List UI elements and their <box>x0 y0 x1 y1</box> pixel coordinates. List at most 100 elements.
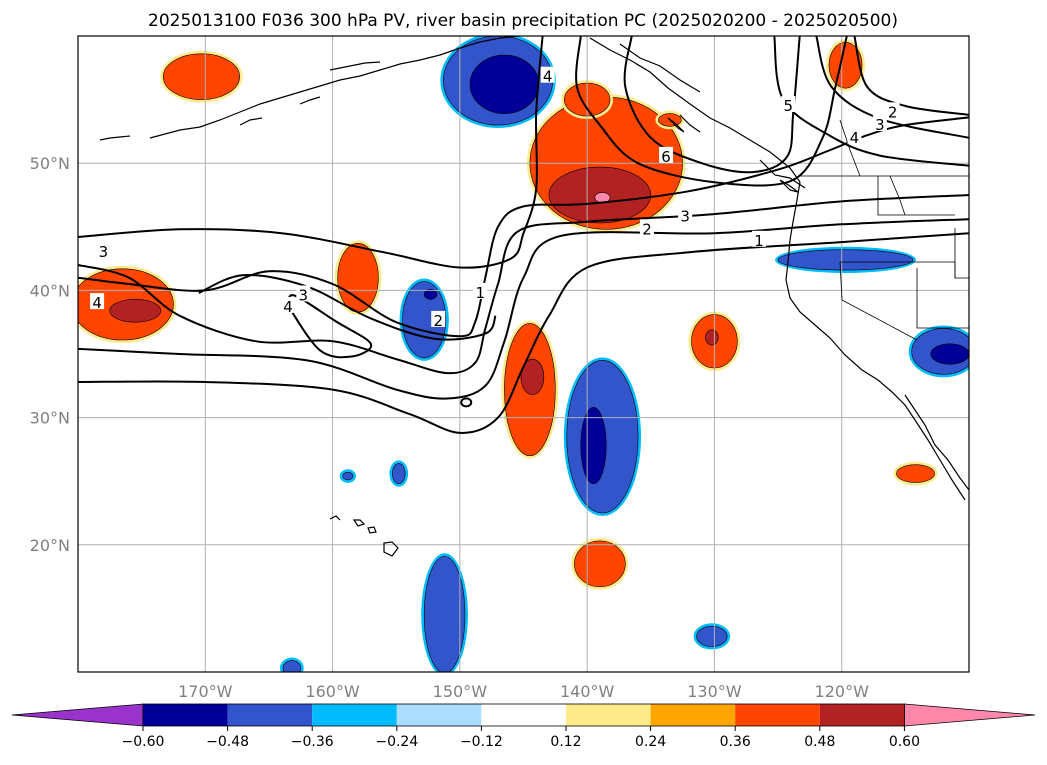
precip-region <box>520 358 545 396</box>
pv-contour-line <box>287 294 373 359</box>
pv-contour-line <box>815 36 969 139</box>
longitude-label: 140°W <box>560 682 615 701</box>
pv-contour-line <box>78 218 969 400</box>
precip-region <box>580 407 607 485</box>
pv-contours <box>78 36 969 434</box>
contour-label: 3 <box>680 208 690 226</box>
pv-contour-line <box>78 36 544 269</box>
longitude-label: 130°W <box>687 682 742 701</box>
political-borders <box>800 119 969 341</box>
contour-label: 2 <box>888 103 898 121</box>
contour-label-bg <box>639 219 654 236</box>
contour-label-bg <box>296 285 311 302</box>
colorbar-tick-label: −0.36 <box>291 734 334 750</box>
colorbar-tick-label: −0.12 <box>460 734 503 750</box>
precip-region <box>930 343 969 365</box>
longitude-label: 160°W <box>305 682 360 701</box>
contour-label: 2 <box>642 220 652 238</box>
latitude-tick-labels: 20°N 30°N 40°N 50°N <box>30 154 70 555</box>
contour-label: 3 <box>299 286 309 304</box>
precip-region <box>392 463 406 485</box>
precip-region <box>342 471 354 481</box>
precip-region <box>282 660 302 672</box>
latitude-label: 40°N <box>30 281 70 300</box>
latitude-label: 20°N <box>30 536 70 555</box>
contour-label-bg <box>872 115 887 132</box>
contour-label: 1 <box>475 284 485 302</box>
precip-region <box>162 53 240 100</box>
precip-region <box>705 329 719 346</box>
longitude-tick-labels: 170°W 160°W 150°W 140°W 130°W 120°W <box>178 682 869 701</box>
colorbar-segment <box>227 704 313 726</box>
contour-label-bg <box>96 242 111 259</box>
colorbar-tick-label: 0.24 <box>635 734 666 750</box>
pv-contour-line <box>78 232 969 434</box>
colorbar <box>11 703 1036 727</box>
latitude-label: 50°N <box>30 154 70 173</box>
precip-region <box>469 54 540 114</box>
contour-label-bg <box>847 127 862 144</box>
colorbar-tick-label: 0.48 <box>804 734 835 750</box>
colorbar-tick-labels: −0.60 −0.48 −0.36 −0.24 −0.12 0.12 0.24 0.36 0.4… <box>122 726 920 750</box>
colorbar-segment <box>481 704 566 726</box>
contour-label: 3 <box>875 116 885 134</box>
contour-label-bg <box>90 293 105 310</box>
contour-label-bg <box>431 310 446 327</box>
coastlines <box>99 36 969 557</box>
contour-label-bg <box>885 102 900 119</box>
map-frame <box>77 35 970 673</box>
precip-region <box>337 243 379 313</box>
longitude-label: 120°W <box>815 682 870 701</box>
colorbar-segment <box>650 704 736 726</box>
figure-title: 2025013100 F036 300 hPa PV, river basin … <box>148 11 898 31</box>
pv-contour-line <box>78 194 969 375</box>
pv-contour-line <box>853 36 969 116</box>
precip-region <box>574 540 626 588</box>
contour-label: 3 <box>99 243 109 261</box>
precip-region <box>109 299 162 323</box>
precip-region <box>777 249 914 271</box>
pv-contour-line <box>773 36 969 167</box>
contour-label: 4 <box>283 298 293 316</box>
colorbar-extend-min <box>11 703 144 727</box>
contour-label: 4 <box>850 129 860 147</box>
latitude-label: 30°N <box>30 409 70 428</box>
pv-contour-line <box>575 36 848 187</box>
contour-label-bg <box>540 66 555 83</box>
colorbar-tick-label: 0.60 <box>889 734 920 750</box>
contour-label: 2 <box>433 312 443 330</box>
colorbar-tick-label: −0.24 <box>375 734 418 750</box>
colorbar-segment <box>396 704 482 726</box>
precip-region <box>423 288 438 300</box>
colorbar-segment <box>566 704 651 726</box>
contour-label: 6 <box>661 148 671 166</box>
longitude-label: 150°W <box>433 682 488 701</box>
colorbar-segment <box>312 704 397 726</box>
colorbar-frame <box>142 703 905 727</box>
contour-label-bg <box>781 95 796 112</box>
colorbar-tick-label: 0.12 <box>550 734 581 750</box>
pv-contour-line <box>78 116 969 338</box>
colorbar-extend-max <box>904 703 1036 727</box>
colorbar-segment <box>735 704 820 726</box>
colorbar-segment <box>143 704 228 726</box>
contour-label: 5 <box>783 97 793 115</box>
pv-contour-line <box>198 273 497 341</box>
pv-contour-line <box>460 397 473 408</box>
precip-region <box>423 555 466 672</box>
contour-label: 1 <box>754 232 764 250</box>
colorbar-tick-label: −0.60 <box>122 734 165 750</box>
contour-label-bg <box>659 146 674 163</box>
contour-label: 4 <box>543 68 553 86</box>
colorbar-segment <box>819 704 905 726</box>
contour-label: 4 <box>92 294 102 312</box>
contour-label-bg <box>281 296 296 313</box>
precip-region <box>696 625 728 647</box>
longitude-label: 170°W <box>178 682 233 701</box>
colorbar-tick-label: 0.36 <box>720 734 751 750</box>
colorbar-tick-label: −0.48 <box>206 734 249 750</box>
contour-label-bg <box>678 206 693 223</box>
